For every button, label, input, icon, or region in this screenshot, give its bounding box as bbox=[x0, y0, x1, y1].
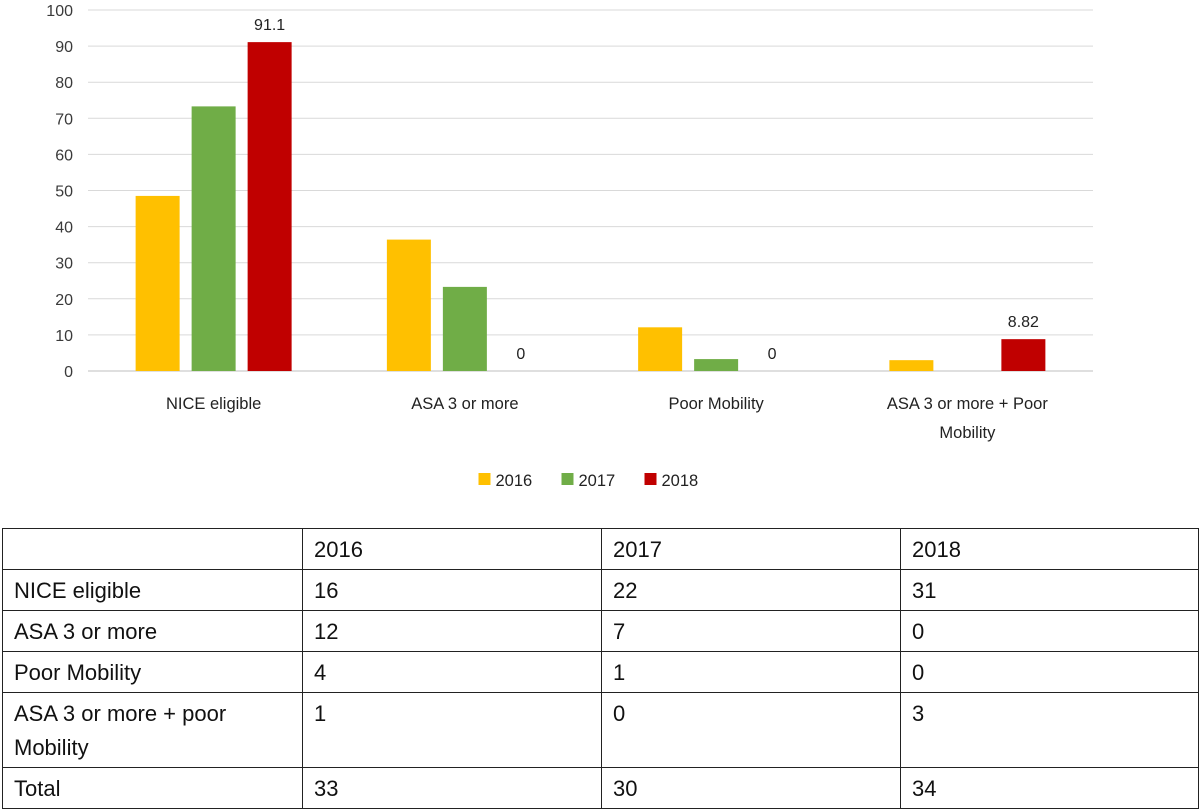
data-label: 8.82 bbox=[1008, 314, 1039, 331]
data-label: 91.1 bbox=[254, 17, 285, 34]
table-row: ASA 3 or more + poor Mobility 1 0 3 bbox=[2, 692, 1199, 768]
y-tick-label: 90 bbox=[55, 39, 73, 56]
table-cell: NICE eligible bbox=[2, 569, 303, 611]
legend-swatch-2018 bbox=[644, 473, 657, 485]
y-tick-label: 70 bbox=[55, 111, 73, 128]
legend-label: 2016 bbox=[496, 472, 533, 490]
table-cell: 30 bbox=[601, 767, 901, 809]
table-cell: 1 bbox=[302, 692, 602, 768]
bar-2016 bbox=[638, 327, 683, 371]
bar-2017 bbox=[442, 286, 487, 371]
data-table: 2016 2017 2018 NICE eligible 16 22 31 ASA 3 or … bbox=[2, 528, 1199, 809]
table-header-row: 2016 2017 2018 bbox=[2, 528, 1199, 570]
data-label: 0 bbox=[768, 346, 777, 363]
category-label: ASA 3 or more + Poor Mobility bbox=[887, 395, 1048, 442]
legend: 2016 2017 2018 bbox=[478, 472, 699, 490]
table-cell: Poor Mobility bbox=[2, 651, 303, 693]
bar-2018 bbox=[1001, 339, 1046, 371]
y-tick-label: 60 bbox=[55, 147, 73, 164]
table-cell: 3 bbox=[900, 692, 1199, 768]
table-row: NICE eligible 16 22 31 bbox=[2, 569, 1199, 611]
legend-label: 2018 bbox=[662, 472, 699, 490]
y-axis: 0 10 20 30 40 50 60 70 80 90 100 bbox=[46, 3, 73, 381]
y-tick-label: 30 bbox=[55, 256, 73, 273]
table-cell: 2018 bbox=[900, 528, 1199, 570]
table-cell: 7 bbox=[601, 610, 901, 652]
bars bbox=[135, 42, 1046, 372]
table-cell: 4 bbox=[302, 651, 602, 693]
table-row: ASA 3 or more 12 7 0 bbox=[2, 610, 1199, 652]
bar-2016 bbox=[135, 195, 180, 371]
y-tick-label: 100 bbox=[46, 3, 73, 20]
legend-swatch-2016 bbox=[478, 473, 491, 485]
y-tick-label: 0 bbox=[64, 364, 73, 381]
y-tick-label: 20 bbox=[55, 292, 73, 309]
table-cell: 2016 bbox=[302, 528, 602, 570]
table-cell: 31 bbox=[900, 569, 1199, 611]
y-tick-label: 50 bbox=[55, 184, 73, 201]
y-tick-label: 40 bbox=[55, 220, 73, 237]
table-cell: 33 bbox=[302, 767, 602, 809]
table-cell: Total bbox=[2, 767, 303, 809]
table-cell: 12 bbox=[302, 610, 602, 652]
bar-2017 bbox=[694, 359, 739, 371]
table-row: Poor Mobility 4 1 0 bbox=[2, 651, 1199, 693]
table-cell: ASA 3 or more + poor Mobility bbox=[2, 692, 303, 768]
data-label: 0 bbox=[516, 346, 525, 363]
bar-2016 bbox=[386, 239, 431, 371]
table-body: 2016 2017 2018 NICE eligible 16 22 31 ASA 3 or … bbox=[2, 528, 1199, 809]
bar-2018 bbox=[247, 42, 292, 372]
table-cell: 0 bbox=[900, 610, 1199, 652]
table-cell: 16 bbox=[302, 569, 602, 611]
category-label: Poor Mobility bbox=[668, 395, 764, 413]
legend-label: 2017 bbox=[579, 472, 616, 490]
table-cell: 2017 bbox=[601, 528, 901, 570]
table-cell: ASA 3 or more bbox=[2, 610, 303, 652]
x-axis: NICE eligible ASA 3 or more Poor Mobility A… bbox=[166, 395, 1048, 442]
table-cell bbox=[2, 528, 303, 570]
category-label: NICE eligible bbox=[166, 395, 261, 413]
table-cell: 1 bbox=[601, 651, 901, 693]
table-cell: 0 bbox=[900, 651, 1199, 693]
bar-chart: 0 10 20 30 40 50 60 70 80 90 100 91.1 0 0 8.82 NICE e… bbox=[46, 3, 1093, 490]
table-cell: 22 bbox=[601, 569, 901, 611]
category-label: ASA 3 or more bbox=[411, 395, 518, 413]
bar-2017 bbox=[191, 106, 236, 372]
gridlines bbox=[88, 9, 1093, 372]
y-tick-label: 10 bbox=[55, 328, 73, 345]
bar-2016 bbox=[889, 360, 934, 371]
table-cell: 34 bbox=[900, 767, 1199, 809]
data-labels: 91.1 0 0 8.82 bbox=[254, 17, 1039, 363]
table-row: Total 33 30 34 bbox=[2, 767, 1199, 809]
legend-swatch-2017 bbox=[561, 473, 574, 485]
table-cell: 0 bbox=[601, 692, 901, 768]
y-tick-label: 80 bbox=[55, 75, 73, 92]
